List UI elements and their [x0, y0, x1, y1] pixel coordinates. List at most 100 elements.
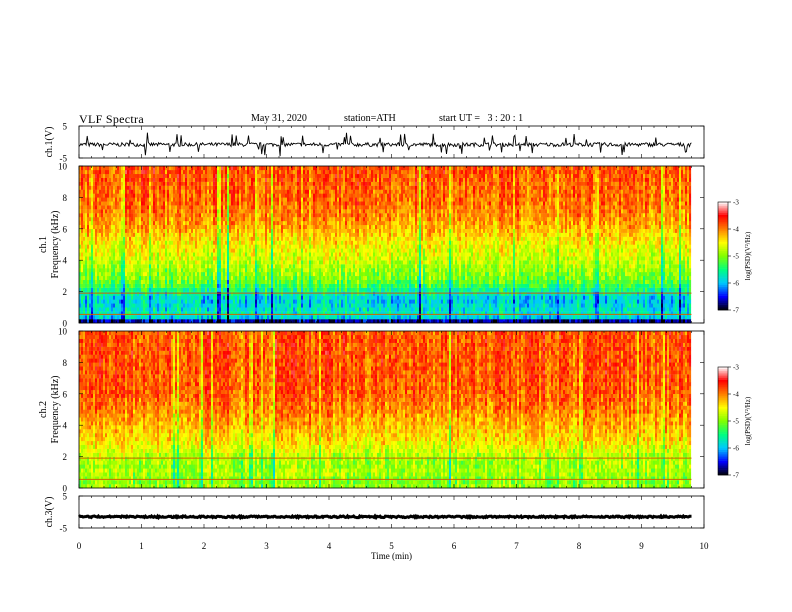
ch1-spectrogram-cell [143, 279, 146, 284]
ch1-spectrogram-cell [119, 173, 122, 178]
ch1-spectrogram-cell [263, 189, 266, 194]
ch1-spectrogram-cell [299, 244, 302, 249]
ch1-spectrogram-cell [293, 232, 296, 237]
ch1-spectrogram-cell [243, 311, 246, 316]
ch1-spectrogram-cell [235, 197, 238, 202]
ch1-spectrogram-cell [307, 177, 310, 182]
ch1-spectrogram-cell [159, 299, 162, 304]
ch1-spectrogram-cell [145, 205, 148, 210]
ch1-spectrogram-cell [309, 256, 312, 261]
ch1-spectrogram-cell [169, 319, 172, 324]
ch1-spectrogram-cell [169, 209, 172, 214]
ch1-spectrogram-cell [313, 279, 316, 284]
ch1-spectrogram-cell [207, 319, 210, 324]
ch1-spectrogram-cell [95, 205, 98, 210]
ch1-spectrogram-cell [153, 303, 156, 308]
ch1-spectrogram-cell [185, 252, 188, 257]
ch1-spectrogram-cell [223, 260, 226, 265]
ch1-spectrogram-cell [125, 181, 128, 186]
ch1-spectrogram-cell [83, 279, 86, 284]
ch1-spectrogram-cell [161, 287, 164, 292]
ch1-spectrogram-cell [185, 315, 188, 320]
ch1-spectrogram-cell [191, 236, 194, 241]
ch1-spectrogram-cell [111, 279, 114, 284]
ch1-spectrogram-cell [145, 166, 148, 171]
ch1-spectrogram-cell [101, 311, 104, 316]
ch1-spectrogram-cell [217, 224, 220, 229]
ch1-spectrogram-cell [299, 264, 302, 269]
ch1-spectrogram-cell [217, 166, 220, 171]
ch1-spectrogram-cell [169, 256, 172, 261]
ch1-spectrogram-cell [191, 177, 194, 182]
ch1-spectrogram-cell [97, 279, 100, 284]
ch1-spectrogram-cell [83, 197, 86, 202]
ch1-spectrogram-cell [119, 287, 122, 292]
ch1-spectrogram-cell [143, 181, 146, 186]
ch1-spectrogram-cell [279, 217, 282, 222]
ch1-spectrogram-cell [173, 319, 176, 324]
ch1-spectrogram-cell [167, 177, 170, 182]
ch1-spectrogram-cell [151, 189, 154, 194]
ch1-spectrogram-cell [233, 236, 236, 241]
ch1-spectrogram-cell [163, 240, 166, 245]
ch1-spectrogram-cell [261, 228, 264, 233]
ch1-spectrogram-cell [289, 201, 292, 206]
ch1-spectrogram-cell [175, 224, 178, 229]
ch1-spectrogram-cell [205, 236, 208, 241]
ch1-spectrogram-cell [247, 244, 250, 249]
ch1-spectrogram-cell [189, 295, 192, 300]
ch1-spectrogram-cell [189, 201, 192, 206]
ch1-spectrogram-cell [225, 307, 228, 312]
ch1-spectrogram-cell [177, 189, 180, 194]
ch1-spectrogram-cell [245, 232, 248, 237]
ch1-spectrogram-cell [137, 220, 140, 226]
ch1-spectrogram-cell [299, 279, 302, 284]
ch1-spectrogram-cell [165, 236, 168, 241]
ch1-spectrogram-cell [245, 217, 248, 222]
ch1-spectrogram-cell [133, 169, 136, 175]
ch1-spectrogram-cell [263, 209, 266, 214]
ch1-spectrogram-cell [281, 173, 284, 178]
ch1-spectrogram-cell [103, 315, 106, 320]
ch1-spectrogram-cell [137, 209, 140, 214]
ch1-spectrogram-cell [247, 224, 250, 229]
ch1-spectrogram-cell [143, 209, 146, 214]
ch1-spectrogram-cell [309, 319, 312, 324]
ch1-spectrogram-cell [93, 217, 96, 222]
ch1-spectrogram-cell [201, 260, 204, 265]
ch1-spectrogram-cell [207, 252, 210, 257]
ch1-spectrogram-cell [237, 189, 240, 194]
ch1-spectrogram-cell [225, 311, 228, 316]
ch1-spectrogram-cell [299, 311, 302, 316]
ch1-spectrogram-cell [231, 228, 234, 233]
ch1-spectrogram-cell [297, 252, 300, 257]
ch1-spectrogram-cell [107, 252, 110, 257]
ch1-spectrogram-cell [135, 319, 138, 324]
ch1-spectrogram-cell [309, 232, 312, 237]
ch1-spectrogram-cell [123, 236, 126, 241]
ch1-spectrogram-cell [123, 275, 126, 281]
ch1-waveform-panel: 5-5ch.1(V) [44, 122, 705, 164]
ch1-spectrogram-cell [305, 264, 308, 269]
ch1-spectrogram-cell [169, 271, 172, 277]
ch1-spectrogram-cell [97, 283, 100, 288]
ch1-spectrogram-cell [187, 169, 190, 175]
ch1-spectrogram-cell [101, 287, 104, 292]
ch1-spectrogram-cell [185, 205, 188, 210]
ch1-spectrogram-cell [299, 205, 302, 210]
ch1-spectrogram-cell [163, 283, 166, 288]
ch1-spectrogram-cell [251, 224, 254, 229]
ch1-spectrogram-cell [171, 209, 174, 214]
ch1-spectrogram-cell [101, 205, 104, 210]
ch1-spectrogram-cell [157, 197, 160, 202]
ch1-spectrogram-cell [109, 205, 112, 210]
ch1-spectrogram-cell [117, 311, 120, 316]
ch1-spectrogram-cell [263, 185, 266, 190]
ch1-spectrogram-cell [137, 224, 140, 229]
ch1-spectrogram-cell [145, 299, 148, 304]
ch1-spectrogram-cell [89, 201, 92, 206]
ch1-spectrogram-cell [247, 189, 250, 194]
ch1-spectrogram-cell [155, 209, 158, 214]
ch1-spectrogram-cell [257, 307, 260, 312]
ch1-spectrogram-cell [225, 283, 228, 288]
